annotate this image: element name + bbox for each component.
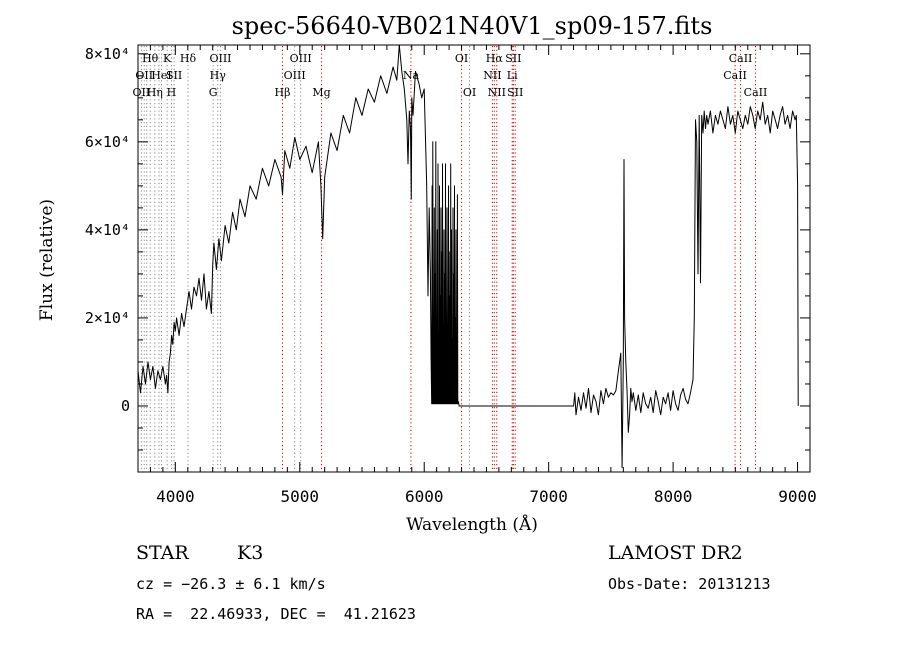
line-label: OIII <box>290 52 312 65</box>
line-label: Hη <box>147 86 163 99</box>
line-label: Hθ <box>142 52 159 65</box>
y-axis: 0 2×10⁴ 4×10⁴ 6×10⁴ 8×10⁴ <box>85 45 810 451</box>
x-tick-label: 6000 <box>405 487 444 506</box>
subclass-label: K3 <box>237 542 264 564</box>
line-label: Hγ <box>210 69 227 82</box>
line-label: OI <box>455 52 468 65</box>
y-axis-label: Flux (relative) <box>37 199 57 321</box>
line-label: SII <box>166 69 182 82</box>
line-markers <box>140 46 756 471</box>
y-tick-label: 0 <box>121 397 130 415</box>
y-tick-label: 8×10⁴ <box>85 45 130 63</box>
line-label: K <box>163 52 172 65</box>
line-label: OII <box>133 86 151 99</box>
x-axis: 4000 5000 6000 7000 8000 9000 <box>149 45 817 506</box>
x-tick-label: 9000 <box>778 487 817 506</box>
line-label: HeI <box>151 69 171 82</box>
line-label: OIII <box>209 52 231 65</box>
line-label: H <box>167 86 177 99</box>
line-label: NII <box>483 69 501 82</box>
chart-title: spec-56640-VB021N40V1_sp09-157.fits <box>232 12 713 40</box>
spectrum-line <box>137 44 799 469</box>
line-label: G <box>209 86 218 99</box>
line-label: Li <box>507 69 518 82</box>
line-label: CaII <box>723 69 747 82</box>
plot-frame <box>137 44 811 473</box>
line-label: SII <box>507 86 523 99</box>
line-label: Hα <box>486 52 504 65</box>
line-label: Mg <box>312 86 330 99</box>
line-label: Hδ <box>180 52 197 65</box>
x-tick-label: 8000 <box>654 487 693 506</box>
x-tick-label: 7000 <box>529 487 568 506</box>
y-tick-label: 6×10⁴ <box>85 133 130 151</box>
line-label: OI <box>463 86 476 99</box>
obs-date-label: Obs-Date: 20131213 <box>608 575 771 593</box>
x-axis-label: Wavelength (Å) <box>406 514 538 535</box>
line-labels: OII OII Hθ Hη HeI K H SII Hδ G Hγ OIII Hβ OIII OIII Mg N… <box>133 52 768 99</box>
line-label: CaII <box>744 86 768 99</box>
line-label: OIII <box>284 69 306 82</box>
y-tick-label: 4×10⁴ <box>85 221 130 239</box>
class-label: STAR <box>136 542 189 564</box>
redshift-label: cz = −26.3 ± 6.1 km/s <box>136 575 326 593</box>
spectrum <box>137 44 799 469</box>
survey-label: LAMOST DR2 <box>608 542 743 564</box>
line-label: NII <box>488 86 506 99</box>
coords-label: RA = 22.46933, DEC = 41.21623 <box>136 605 416 623</box>
line-label: CaII <box>729 52 753 65</box>
y-tick-label: 2×10⁴ <box>85 309 130 327</box>
line-label: SII <box>505 52 521 65</box>
line-label: OII <box>135 69 153 82</box>
x-tick-label: 5000 <box>281 487 320 506</box>
x-tick-label: 4000 <box>156 487 195 506</box>
line-label: Hβ <box>275 86 291 99</box>
